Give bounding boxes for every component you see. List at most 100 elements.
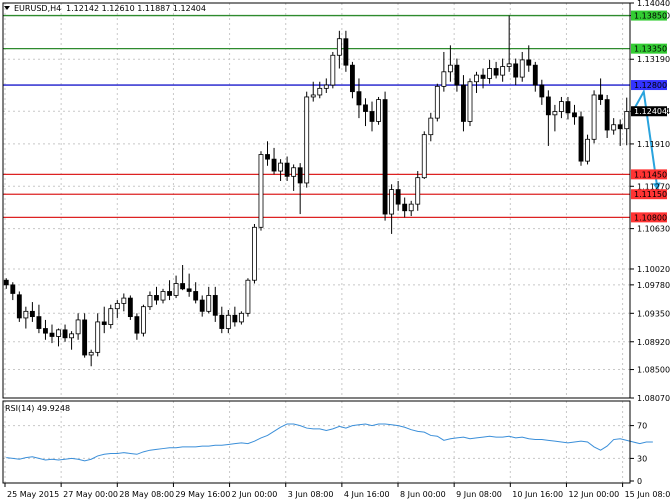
candle-body — [108, 308, 114, 325]
candle — [330, 51, 336, 89]
candle-body — [238, 312, 244, 323]
candle-body — [611, 124, 617, 131]
current-price-badge — [631, 106, 667, 117]
candle — [461, 75, 466, 132]
candle-body — [624, 111, 630, 130]
candle — [572, 104, 577, 125]
candle — [526, 45, 532, 72]
candle-body — [585, 138, 590, 162]
candle-body — [408, 203, 414, 212]
candle-body — [75, 319, 81, 335]
candle-body — [552, 111, 558, 116]
y-tick-label: 1.09350 — [637, 309, 670, 318]
candle-body — [101, 321, 107, 325]
chart-header: EURUSD,H4 1.12142 1.12610 1.11887 1.1240… — [4, 4, 206, 13]
candle — [382, 91, 388, 221]
candle-body — [173, 283, 179, 296]
candle — [160, 288, 166, 304]
candle-body — [539, 84, 545, 98]
y-tick-label: 1.13190 — [637, 55, 670, 64]
y-tick-label: 1.09780 — [637, 281, 670, 290]
candle-body — [147, 295, 153, 308]
candle — [487, 59, 493, 84]
candles — [3, 15, 630, 367]
candle — [493, 61, 499, 79]
y-tick-label: 1.10630 — [637, 225, 670, 234]
y-tick-label: 1.08070 — [637, 394, 670, 403]
candle — [304, 91, 310, 188]
candle-body — [121, 297, 127, 304]
candle — [585, 134, 590, 165]
candle — [69, 331, 75, 350]
level-badge-label: 1.11450 — [634, 170, 667, 179]
candle — [421, 131, 427, 179]
candle — [121, 293, 127, 312]
candle-body — [160, 291, 166, 301]
chart-frame — [2, 2, 631, 484]
candle — [147, 291, 153, 311]
candle-body — [278, 162, 284, 172]
candle-body — [376, 99, 381, 122]
candle-body — [206, 295, 212, 312]
price-panel-border — [2, 2, 631, 399]
candle — [271, 147, 277, 175]
x-tick-label: 12 Jun 00:00 — [568, 490, 619, 499]
candle-body — [506, 63, 512, 67]
candle-body — [16, 294, 22, 319]
candle — [604, 94, 610, 138]
y-tick-label: 1.11270 — [637, 182, 670, 191]
candle — [376, 96, 381, 125]
candle-body — [441, 71, 447, 87]
candle — [297, 163, 303, 215]
candle-body — [454, 64, 460, 86]
candle — [415, 171, 421, 211]
x-tick-label: 4 Jun 16:00 — [344, 490, 390, 499]
candle-body — [487, 68, 493, 79]
level-badge — [631, 212, 667, 223]
candle-body — [382, 99, 388, 215]
candle-body — [167, 291, 172, 296]
candle-body — [532, 64, 538, 86]
y-tick-label: 1.08920 — [637, 338, 670, 347]
dropdown-arrow-icon[interactable] — [4, 6, 10, 10]
candle — [206, 286, 212, 314]
candle-body — [336, 38, 342, 56]
candle — [238, 311, 244, 325]
candle-body — [3, 279, 9, 286]
candle — [258, 151, 264, 231]
candle-body — [572, 112, 577, 118]
candle — [108, 304, 114, 329]
candle — [363, 98, 368, 127]
level-badge-label: 1.13350 — [634, 45, 667, 54]
candle — [36, 304, 42, 334]
candle — [291, 164, 297, 191]
candle — [180, 265, 186, 291]
candle — [343, 30, 349, 72]
candle — [252, 223, 257, 284]
candle-body — [467, 81, 473, 122]
candle-body — [258, 154, 264, 228]
candle — [23, 306, 29, 329]
candle-body — [180, 283, 186, 290]
candle — [154, 286, 159, 305]
candle — [617, 119, 623, 146]
candle — [500, 58, 506, 82]
candle-body — [193, 291, 199, 301]
candle — [127, 295, 133, 320]
candle-body — [245, 279, 251, 314]
candle — [3, 278, 9, 289]
candle-body — [252, 226, 257, 281]
candle-body — [291, 167, 297, 177]
candle-body — [134, 316, 140, 334]
candle-body — [36, 316, 42, 329]
candle — [82, 313, 88, 358]
candle — [578, 111, 584, 166]
candle — [434, 83, 440, 122]
candle-body — [140, 306, 146, 334]
candle — [480, 68, 486, 89]
candle-body — [513, 63, 519, 78]
candle — [349, 61, 355, 99]
candle — [167, 280, 172, 301]
candle-body — [310, 94, 316, 98]
